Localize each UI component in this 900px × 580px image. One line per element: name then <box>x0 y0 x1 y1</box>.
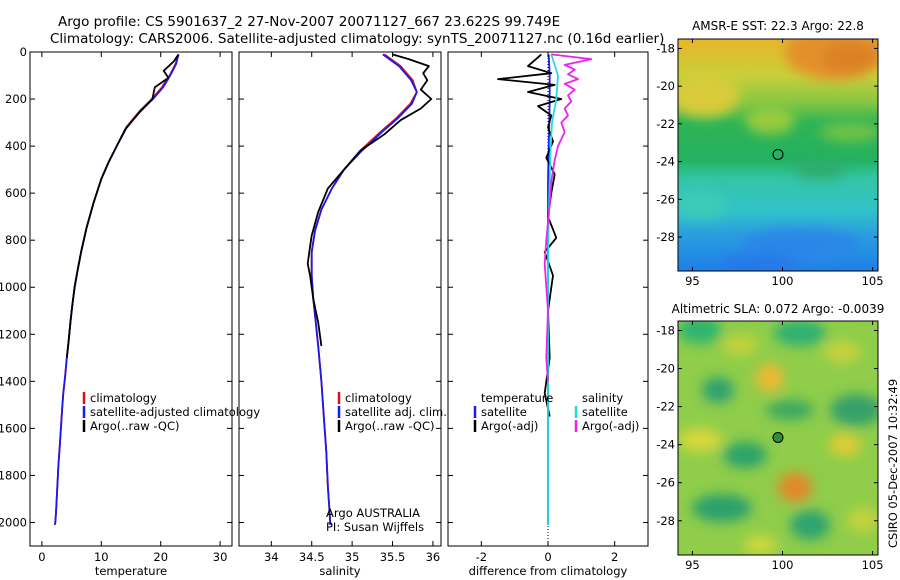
salinity-series-satellite-adj-clim <box>310 53 418 525</box>
difference-series-salinity-argo-adj <box>543 53 593 382</box>
difference-panel: -2 0 2 difference from climatology tempera… <box>447 51 649 578</box>
x-tick-label: 10 <box>94 550 109 564</box>
x-tick-label: 2 <box>611 550 618 564</box>
y-tick-label: 1200 <box>0 327 27 341</box>
map-x-tick-label: 105 <box>862 274 884 288</box>
x-tick-label: -2 <box>476 550 487 564</box>
legend-label-temperature-argo: Argo(-adj) <box>481 419 538 433</box>
sla-map-ticks: 95 100 105 -18 -20 -22 -24 -26 -28 <box>656 321 884 572</box>
map-y-tick-label: -22 <box>656 400 675 414</box>
x-tick-label: 34.5 <box>299 550 325 564</box>
difference-legend: temperature satellite Argo(-adj) salinit… <box>473 391 639 433</box>
map-x-tick-label: 95 <box>685 558 700 572</box>
map-y-tick-label: -18 <box>656 41 675 55</box>
sst-map-ticks: 95 100 105 -18 -20 -22 -24 -26 -28 <box>656 39 884 288</box>
difference-lines <box>497 52 593 546</box>
x-tick-label: 20 <box>153 550 168 564</box>
temperature-series-argo-raw-qc <box>65 53 180 358</box>
temperature-legend: climatology satellite-adjusted climatolo… <box>82 391 260 433</box>
x-tick-label: 0 <box>38 550 45 564</box>
salinity-series-argo-raw-qc <box>306 53 433 347</box>
temperature-lines <box>54 53 180 525</box>
sst-heatmap <box>678 39 878 271</box>
map-y-tick-label: -18 <box>656 324 675 338</box>
salinity-lines <box>306 53 433 525</box>
y-tick-label: 1000 <box>0 280 27 294</box>
argo-program-label: Argo AUSTRALIA <box>326 506 420 520</box>
legend-label-salinity-satellite: satellite <box>582 405 628 419</box>
argo-location-marker <box>772 148 784 160</box>
sst-map-title: AMSR-E SST: 22.3 Argo: 22.8 <box>692 19 864 33</box>
map-y-tick-label: -28 <box>656 514 675 528</box>
difference-series-temperature-argo-adj <box>497 53 563 417</box>
y-tick-label: 400 <box>5 139 27 153</box>
map-y-tick-label: -28 <box>656 230 675 244</box>
map-x-tick-label: 95 <box>685 274 700 288</box>
map-x-tick-label: 105 <box>862 558 884 572</box>
y-tick-label: 1400 <box>0 374 27 388</box>
sst-map-frame <box>677 38 879 272</box>
principal-investigator-label: PI: Susan Wijffels <box>326 520 424 534</box>
y-tick-label: 800 <box>5 233 27 247</box>
y-tick-label: 1800 <box>0 468 27 482</box>
sla-map-frame <box>677 320 879 556</box>
figure-title-line1: Argo profile: CS 5901637_2 27-Nov-2007 2… <box>58 14 560 30</box>
legend-label-temperature-satellite: satellite <box>481 405 527 419</box>
difference-ticks: -2 0 2 <box>448 51 648 564</box>
salinity-legend: climatology satellite adj. clim. Argo(..… <box>337 391 447 433</box>
salinity-xlabel: salinity <box>319 564 360 578</box>
salinity-ticks: 34 34.5 35 35.5 36 <box>239 51 441 564</box>
sla-map-panel: Altimetric SLA: 0.072 Argo: -0.0039 <box>656 302 884 572</box>
x-tick-label: 35 <box>345 550 360 564</box>
temperature-ticks: 0 10 20 30 0 200 400 600 800 1000 1200 1400 1600 1800… <box>0 45 232 564</box>
sst-map-panel: AMSR-E SST: 22.3 Argo: 22.8 95 100 105 -18 -… <box>656 19 884 288</box>
x-tick-label: 0 <box>544 550 551 564</box>
legend-label-satellite: satellite-adjusted climatology <box>90 405 260 419</box>
legend-label-argo: Argo(..raw -QC) <box>90 419 180 433</box>
map-y-tick-label: -26 <box>656 192 675 206</box>
map-y-tick-label: -24 <box>656 155 675 169</box>
salinity-panel: 34 34.5 35 35.5 36 salinity climatology sate… <box>238 51 447 578</box>
figure-title-line2: Climatology: CARS2006. Satellite-adjuste… <box>50 31 664 47</box>
legend-label-salinity-argo: Argo(-adj) <box>582 419 639 433</box>
temperature-panel: 0 10 20 30 0 200 400 600 800 1000 1200 1400 1600 1800… <box>0 45 260 578</box>
map-y-tick-label: -22 <box>656 117 675 131</box>
temperature-axes-frame <box>29 51 233 547</box>
map-y-tick-label: -26 <box>656 476 675 490</box>
difference-xlabel: difference from climatology <box>469 564 628 578</box>
legend-header-salinity: salinity <box>582 391 623 405</box>
x-tick-label: 35.5 <box>380 550 406 564</box>
x-tick-label: 30 <box>213 550 228 564</box>
map-y-tick-label: -24 <box>656 438 675 452</box>
legend-label-satellite: satellite adj. clim. <box>345 405 447 419</box>
map-x-tick-label: 100 <box>772 558 794 572</box>
difference-series-salinity-satellite <box>547 54 559 525</box>
sla-map-title: Altimetric SLA: 0.072 Argo: -0.0039 <box>672 302 885 316</box>
y-tick-label: 0 <box>20 45 27 59</box>
y-tick-label: 200 <box>5 92 27 106</box>
salinity-axes-frame <box>238 51 442 547</box>
x-tick-label: 34 <box>264 550 279 564</box>
y-tick-label: 1600 <box>0 421 27 435</box>
temperature-xlabel: temperature <box>95 564 167 578</box>
map-x-tick-label: 100 <box>772 274 794 288</box>
legend-label-climatology: climatology <box>90 391 157 405</box>
map-y-tick-label: -20 <box>656 79 675 93</box>
legend-label-argo: Argo(..raw -QC) <box>345 419 435 433</box>
footer-credit: CSIRO 05-Dec-2007 10:32:49 <box>886 379 900 548</box>
legend-header-temperature: temperature <box>481 391 553 405</box>
y-tick-label: 2000 <box>0 515 27 529</box>
y-tick-label: 600 <box>5 186 27 200</box>
map-y-tick-label: -20 <box>656 362 675 376</box>
argo-location-marker <box>772 431 784 443</box>
legend-label-climatology: climatology <box>345 391 412 405</box>
x-tick-label: 36 <box>426 550 441 564</box>
salinity-series-climatology <box>310 53 418 525</box>
